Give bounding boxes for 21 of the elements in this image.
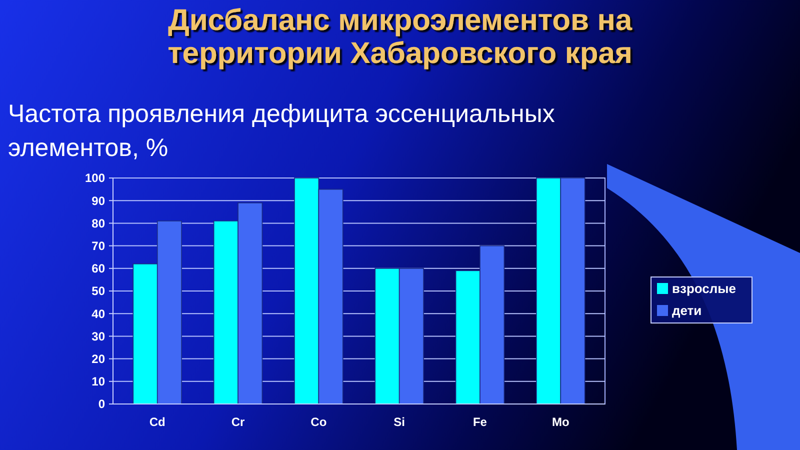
x-tick-label: Cr bbox=[231, 415, 246, 429]
y-tick-label: 90 bbox=[92, 194, 106, 208]
y-tick-label: 0 bbox=[98, 397, 106, 412]
text: дети bbox=[672, 303, 702, 318]
x-tick-label: Mo bbox=[552, 415, 570, 429]
x-tick-label: Cd bbox=[149, 415, 166, 429]
x-tick-label: Co bbox=[310, 415, 327, 429]
y-tick-label: 100 bbox=[84, 171, 106, 186]
legend-label: взрослые bbox=[672, 281, 736, 296]
y-tick-label: 10 bbox=[92, 374, 106, 389]
y-tick-label: 70 bbox=[92, 239, 106, 253]
y-tick-label: 80 bbox=[92, 216, 106, 230]
chart-title: Дисбаланс микроэлементов на территории Хабаровского края bbox=[168, 4, 632, 70]
x-tick-label: Fe bbox=[472, 415, 488, 429]
y-tick-label: 40 bbox=[92, 306, 106, 321]
y-tick-label: 50 bbox=[92, 284, 106, 298]
y-tick-label: 30 bbox=[92, 329, 106, 344]
y-tick-label: 60 bbox=[92, 262, 106, 276]
x-tick-label: Si bbox=[394, 415, 405, 429]
chart-subtitle: Частота проявления дефицита эссенциальных элементов, % bbox=[8, 100, 556, 162]
y-tick-label: 20 bbox=[92, 352, 106, 366]
